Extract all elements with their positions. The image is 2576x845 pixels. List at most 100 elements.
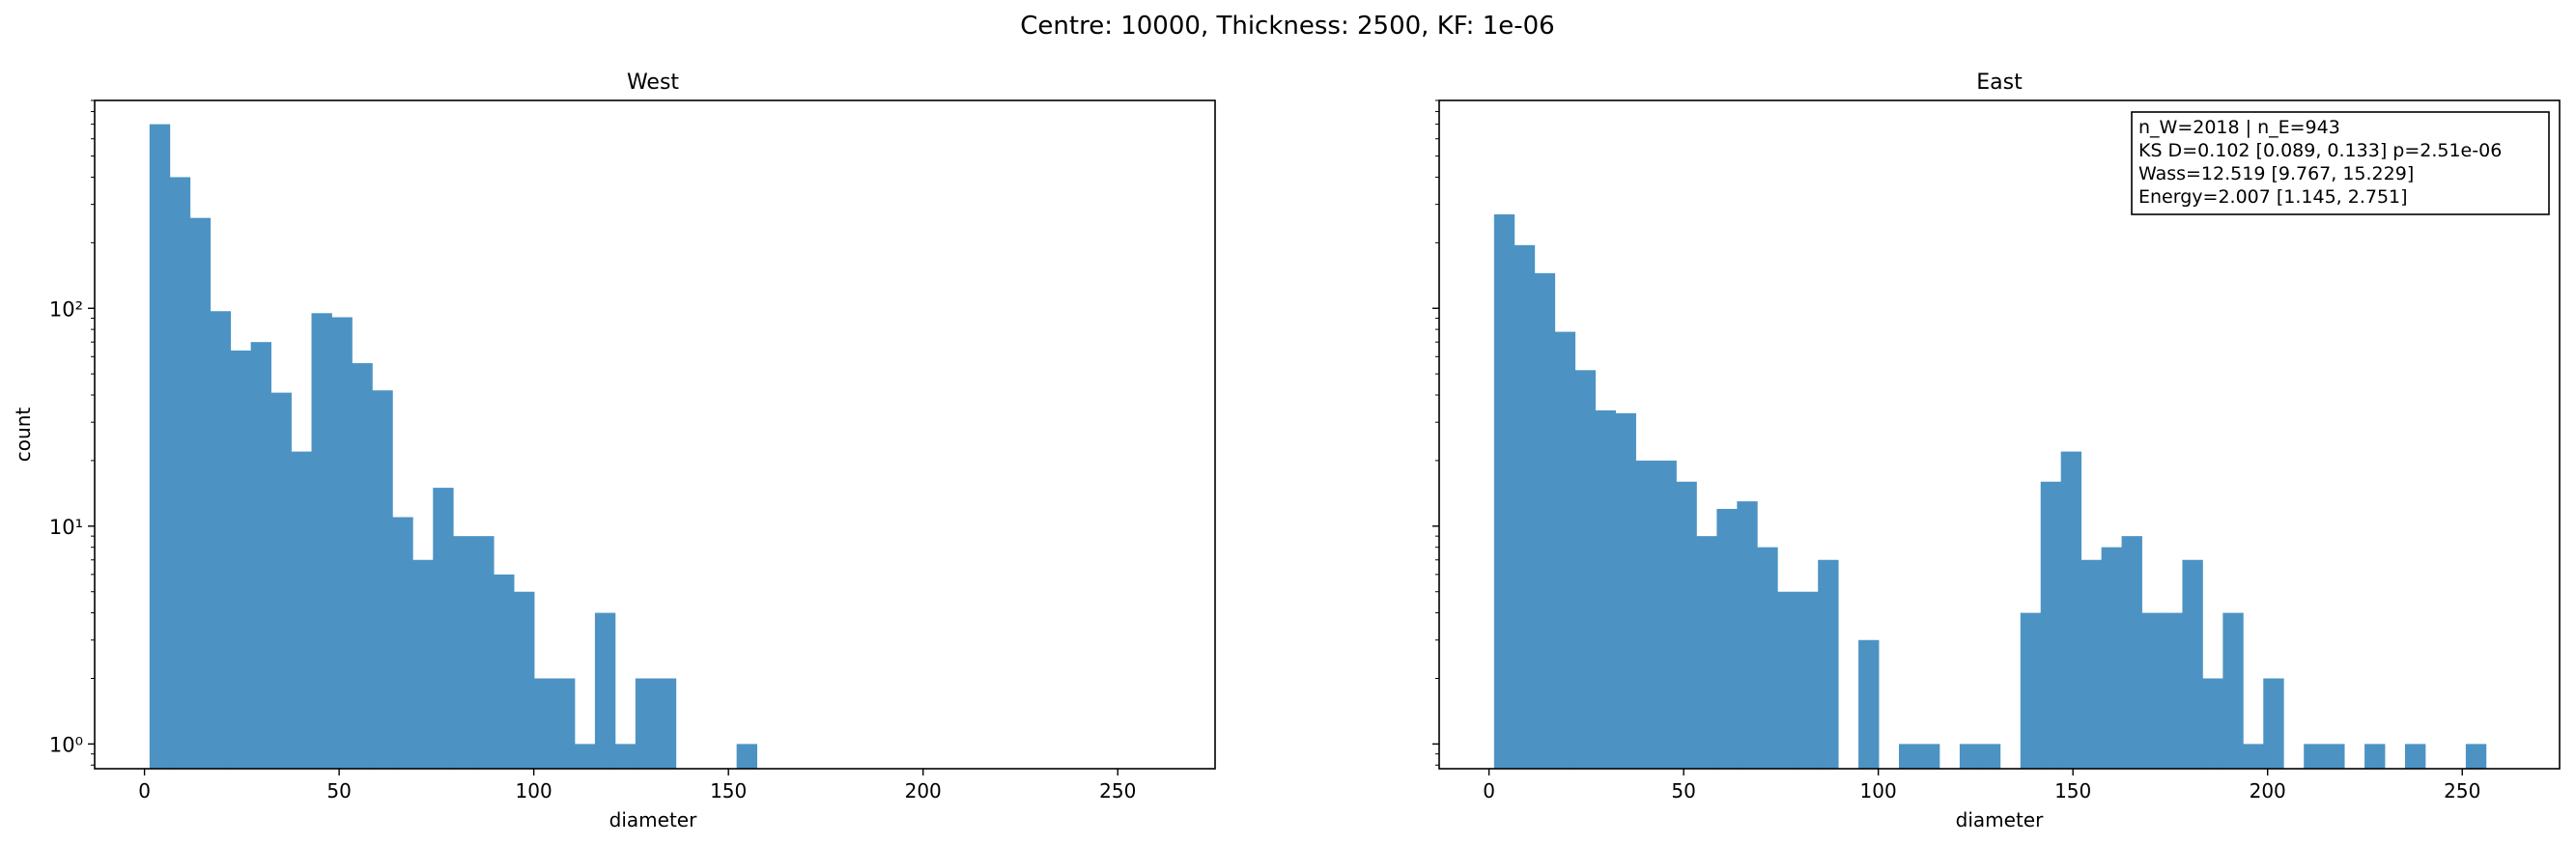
east-histogram-bar	[2040, 481, 2062, 769]
east-histogram-bar	[2465, 744, 2487, 769]
east-xtick-label: 0	[1483, 779, 1495, 803]
east-histogram-bar	[1858, 639, 1880, 769]
east-histogram-bar	[2182, 559, 2203, 769]
east-histogram-bar	[2364, 744, 2386, 769]
west-title: West	[627, 70, 679, 95]
east-xtick-label: 100	[1860, 779, 1897, 803]
east-stats-annotation: n_W=2018 | n_E=943 KS D=0.102 [0.089, 0.…	[2131, 111, 2550, 215]
west-histogram-bar	[433, 488, 454, 769]
west-histogram-bar	[392, 517, 413, 769]
east-histogram-bar	[1635, 460, 1656, 769]
east-histogram-bar	[2404, 744, 2426, 769]
east-xtick-label: 150	[2054, 779, 2091, 803]
west-histogram-bar	[534, 678, 555, 769]
west-axes-frame	[94, 99, 1216, 770]
west-xtick-label: 0	[138, 779, 151, 803]
west-ytick-label: 10⁰	[49, 733, 83, 756]
west-histogram-bar	[655, 678, 677, 769]
east-histogram-bar	[2121, 536, 2142, 769]
west-xlabel: diameter	[609, 808, 697, 831]
west-histogram-bar	[352, 363, 373, 769]
east-title: East	[1976, 70, 2023, 95]
east-histogram-bar	[1777, 591, 1798, 769]
west-histogram-bar	[554, 678, 576, 769]
east-histogram-bar	[2263, 678, 2284, 769]
west-ylabel: count	[12, 408, 35, 463]
west-histogram-bar	[149, 124, 171, 769]
east-histogram-bar	[1493, 213, 1515, 769]
west-xticks: 0 50 100 150 200 250	[138, 769, 1136, 803]
west-xtick-label: 100	[516, 779, 552, 803]
east-histogram-bar	[2020, 612, 2042, 769]
west-histogram-bar	[494, 574, 515, 769]
east-histogram-bar	[1918, 744, 1940, 769]
west-histogram-bar	[453, 536, 474, 769]
east-histogram-bar	[1899, 744, 1920, 769]
west-histogram-bar	[270, 392, 292, 769]
east-histogram-bar	[1737, 501, 1758, 769]
east-yticks	[1432, 99, 1439, 766]
east-histogram-bar	[2304, 744, 2325, 769]
west-xtick-label: 150	[710, 779, 747, 803]
east-histogram-bar	[1716, 508, 1738, 769]
west-histogram-bar	[614, 744, 637, 769]
west-histogram-bar	[574, 744, 596, 769]
east-histogram-bar	[1514, 244, 1536, 769]
panel-east: East 0 50 100 150 200 250 diameter n_W=2018 |…	[1432, 70, 2561, 831]
west-histogram-bar	[311, 313, 332, 769]
east-histogram-bar	[1676, 481, 1697, 769]
east-histogram-bar	[1959, 744, 1981, 769]
east-histogram-bar	[2324, 744, 2345, 769]
east-histogram-bar	[2243, 744, 2264, 769]
west-yticks: 10⁰ 10¹ 10²	[49, 99, 95, 766]
east-histogram-bar	[1798, 591, 1819, 769]
east-histogram-bar	[2141, 612, 2163, 769]
east-histogram-bar	[2162, 612, 2183, 769]
west-histogram-bar	[210, 311, 232, 769]
east-histogram-bar	[1574, 370, 1597, 769]
west-histogram-bar	[473, 536, 495, 769]
east-xtick-label: 250	[2444, 779, 2480, 803]
east-xticks: 0 50 100 150 200 250	[1483, 769, 2480, 803]
east-histogram-bar	[2202, 678, 2223, 769]
east-xlabel: diameter	[1956, 808, 2044, 831]
east-histogram-bar	[1595, 409, 1616, 769]
east-histogram-bar	[1554, 331, 1576, 769]
annotation-line-2: KS D=0.102 [0.089, 0.133] p=2.51e-06	[2138, 140, 2502, 161]
west-xtick-label: 250	[1099, 779, 1136, 803]
east-bars	[1493, 213, 2487, 770]
west-histogram-bar	[291, 451, 312, 769]
west-xtick-label: 200	[905, 779, 942, 803]
west-histogram-bar	[331, 317, 353, 769]
west-histogram-bar	[372, 390, 393, 769]
east-histogram-bar	[2060, 451, 2082, 769]
east-xtick-label: 200	[2250, 779, 2286, 803]
east-xtick-label: 50	[1671, 779, 1695, 803]
east-histogram-bar	[1534, 272, 1556, 770]
west-xtick-label: 50	[326, 779, 351, 803]
west-histogram-bar	[412, 559, 434, 769]
east-histogram-bar	[1615, 412, 1636, 769]
west-histogram-bar	[250, 342, 271, 769]
west-ytick-label: 10¹	[49, 516, 83, 539]
figure-suptitle: Centre: 10000, Thickness: 2500, KF: 1e-0…	[1020, 12, 1554, 41]
east-histogram-bar	[1656, 460, 1677, 769]
annotation-line-1: n_W=2018 | n_E=943	[2138, 117, 2340, 138]
west-histogram-bar	[736, 744, 757, 769]
annotation-line-3: Wass=12.519 [9.767, 15.229]	[2138, 163, 2414, 184]
east-histogram-bar	[1818, 559, 1839, 769]
west-histogram-bar	[635, 678, 657, 769]
east-histogram-bar	[1696, 536, 1717, 769]
west-histogram-bar	[169, 177, 191, 769]
annotation-box	[2131, 111, 2550, 215]
east-histogram-bar	[1979, 744, 2001, 769]
annotation-line-4: Energy=2.007 [1.145, 2.751]	[2138, 186, 2408, 208]
east-histogram-bar	[2222, 612, 2244, 769]
east-histogram-bar	[2101, 547, 2122, 769]
east-histogram-bar	[2081, 559, 2102, 769]
west-histogram-bar	[230, 350, 252, 769]
west-histogram-bar	[189, 217, 212, 769]
west-histogram-bar	[514, 591, 535, 769]
